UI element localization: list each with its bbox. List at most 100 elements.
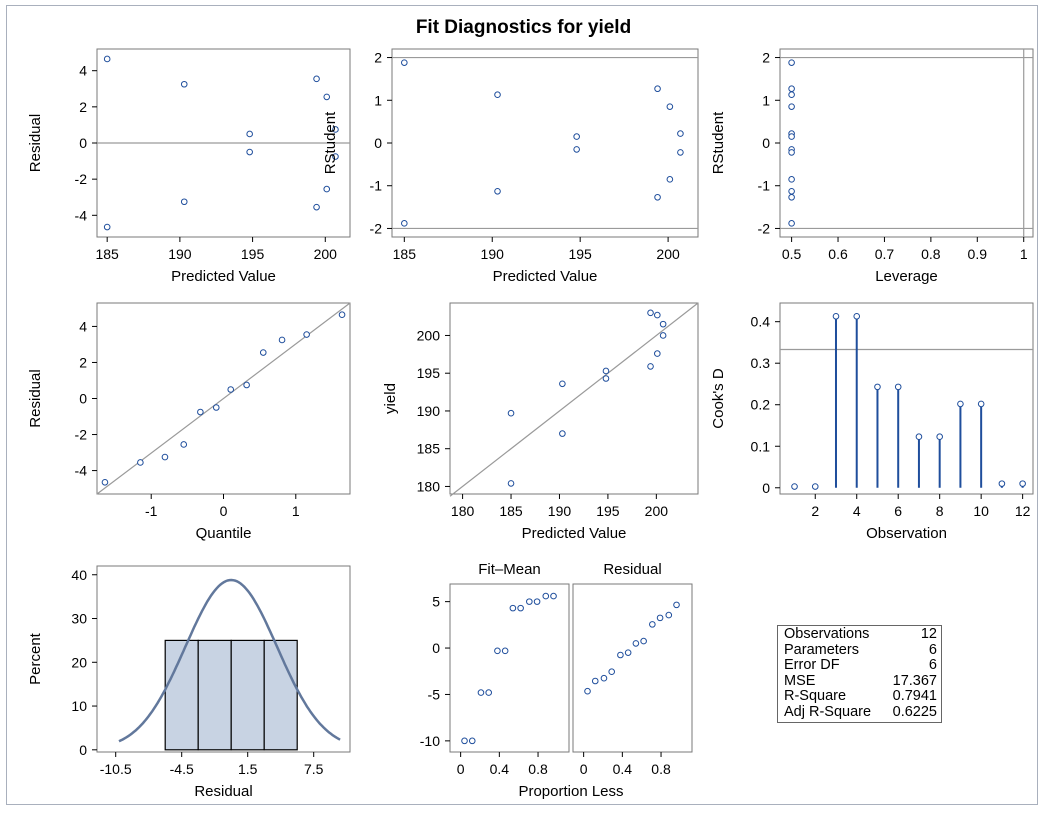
data-point bbox=[600, 674, 608, 682]
fit-stat-label: Adj R-Square bbox=[784, 703, 872, 720]
data-point bbox=[313, 75, 320, 83]
x-tick-label: 0 bbox=[580, 761, 588, 777]
data-point bbox=[665, 611, 673, 619]
data-point bbox=[526, 598, 533, 605]
data-point bbox=[246, 130, 253, 138]
data-point bbox=[573, 133, 580, 140]
x-tick-label: 185 bbox=[95, 246, 119, 262]
data-point bbox=[853, 312, 861, 320]
y-tick-label: 0.2 bbox=[751, 397, 771, 413]
data-point bbox=[313, 203, 320, 211]
y-tick-label: -1 bbox=[758, 178, 771, 194]
y-axis-label: Residual bbox=[27, 369, 44, 427]
data-point bbox=[180, 198, 188, 206]
data-point bbox=[259, 349, 267, 356]
x-tick-label: 1 bbox=[1020, 246, 1028, 262]
panel-residual-qq: -1 0 1 -4 -2 0 2 4 Quantile Residual bbox=[27, 302, 351, 542]
panel-residual-vs-predicted: 185 190 195 200 -4 -2 0 2 4 Predicted Value Residu… bbox=[27, 48, 351, 285]
x-tick-label: 4 bbox=[853, 503, 861, 519]
data-point bbox=[559, 430, 566, 437]
data-point bbox=[591, 677, 599, 685]
y-tick-label: 10 bbox=[71, 698, 87, 714]
data-point bbox=[632, 640, 640, 647]
x-axis-label: Observation bbox=[866, 525, 947, 542]
data-point bbox=[654, 311, 661, 319]
data-point bbox=[323, 93, 331, 101]
data-point bbox=[468, 737, 476, 745]
data-point bbox=[602, 367, 610, 375]
x-tick-label: 200 bbox=[314, 246, 338, 262]
x-tick-label: 185 bbox=[393, 246, 417, 262]
figure-frame bbox=[6, 5, 1038, 805]
y-tick-label: -2 bbox=[758, 220, 771, 236]
plot-area bbox=[96, 565, 351, 753]
data-point bbox=[624, 649, 632, 656]
data-point bbox=[659, 332, 667, 339]
y-tick-label: 0 bbox=[79, 742, 87, 758]
x-tick-label: -1 bbox=[145, 503, 158, 519]
y-tick-label: 0 bbox=[79, 391, 87, 407]
fit-stat-row: Adj R-Square 0.6225 bbox=[784, 703, 937, 721]
data-point bbox=[677, 149, 684, 156]
x-tick-label: 200 bbox=[645, 503, 669, 519]
data-point bbox=[559, 380, 566, 388]
fit-statistics-table: Observations 12 Parameters 6 Error DF 6 MSE 17.… bbox=[777, 625, 942, 723]
y-tick-label: 0 bbox=[762, 480, 770, 496]
fit-stat-label: R-Square bbox=[784, 688, 847, 704]
y-tick-label: 195 bbox=[417, 365, 441, 381]
data-point bbox=[659, 320, 667, 328]
data-point bbox=[788, 59, 795, 66]
data-point bbox=[477, 689, 485, 696]
data-point bbox=[788, 193, 795, 201]
data-point bbox=[832, 312, 840, 320]
data-point bbox=[788, 103, 795, 110]
data-point bbox=[323, 185, 331, 193]
x-tick-label: 0.8 bbox=[921, 246, 941, 262]
fit-stat-value: 17.367 bbox=[892, 672, 937, 689]
data-point bbox=[243, 381, 250, 389]
data-point bbox=[640, 637, 647, 645]
data-point bbox=[666, 103, 674, 110]
y-tick-label: 200 bbox=[417, 327, 441, 343]
data-point bbox=[507, 409, 515, 417]
x-tick-label: 0 bbox=[457, 761, 465, 777]
x-tick-label: 195 bbox=[596, 503, 620, 519]
fit-stat-row: Observations 12 bbox=[784, 626, 937, 643]
plot-area bbox=[391, 48, 699, 238]
x-tick-label: 200 bbox=[656, 246, 680, 262]
data-point bbox=[936, 433, 943, 441]
data-point bbox=[977, 400, 985, 408]
data-point bbox=[957, 400, 964, 408]
fit-stat-label: Observations bbox=[784, 626, 870, 642]
data-point bbox=[494, 91, 501, 99]
y-tick-label: 40 bbox=[71, 567, 87, 583]
data-point bbox=[874, 383, 881, 391]
data-point bbox=[791, 483, 798, 490]
data-point bbox=[197, 408, 204, 416]
panel-residual-spread: 0 0.4 0.8 Residual bbox=[572, 561, 693, 777]
y-tick-label: 1 bbox=[762, 92, 770, 108]
x-tick-label: 1.5 bbox=[238, 761, 258, 777]
x-axis-label: Predicted Value bbox=[493, 268, 598, 285]
data-point bbox=[788, 187, 795, 195]
data-point bbox=[494, 187, 501, 195]
fit-stat-row: Parameters 6 bbox=[784, 641, 937, 659]
x-tick-label: 190 bbox=[481, 246, 505, 262]
data-point bbox=[656, 614, 664, 622]
data-point bbox=[278, 336, 286, 344]
fit-stat-value: 6 bbox=[928, 641, 937, 658]
x-tick-label: 6 bbox=[894, 503, 902, 519]
y-tick-label: 30 bbox=[71, 611, 87, 627]
x-tick-label: 7.5 bbox=[304, 761, 324, 777]
data-point bbox=[788, 85, 795, 93]
y-tick-label: 20 bbox=[71, 654, 87, 670]
fit-stat-value: 12 bbox=[920, 626, 937, 642]
data-point bbox=[788, 220, 795, 227]
y-tick-label: 0 bbox=[432, 640, 440, 656]
y-tick-label: -4 bbox=[75, 207, 88, 223]
x-tick-label: 190 bbox=[548, 503, 572, 519]
data-point bbox=[788, 133, 795, 140]
data-point bbox=[517, 604, 524, 612]
data-point bbox=[137, 459, 144, 466]
